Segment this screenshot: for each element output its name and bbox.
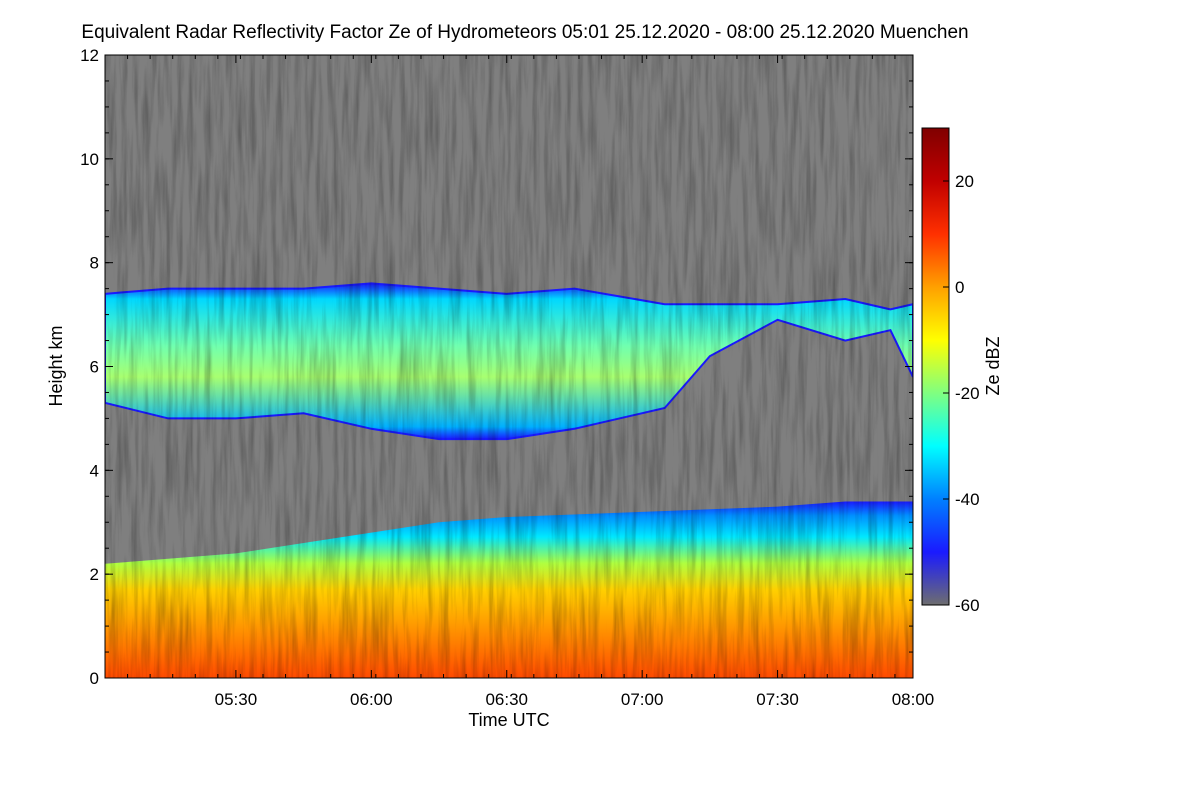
y-tick-label: 10	[80, 150, 99, 169]
y-tick-label: 6	[90, 358, 99, 377]
colorbar-ticks: 20 0 -20 -40 -60	[943, 172, 980, 615]
colorbar-tick-label: -60	[955, 596, 980, 615]
colorbar	[921, 127, 950, 606]
y-tick-label: 8	[90, 254, 99, 273]
y-axis-label: Height km	[46, 325, 66, 406]
colorbar-label: Ze dBZ	[983, 336, 1003, 395]
x-axis: 05:30 06:00 06:30 07:00 07:30 08:00	[104, 55, 935, 709]
y-tick-label: 12	[80, 46, 99, 65]
x-tick-label: 05:30	[215, 690, 258, 709]
y-tick-label: 2	[90, 565, 99, 584]
chart-title: Equivalent Radar Reflectivity Factor Ze …	[81, 22, 969, 43]
colorbar-tick-label: -40	[955, 490, 980, 509]
colorbar-tick-label: 0	[955, 278, 964, 297]
x-tick-label: 06:30	[485, 690, 528, 709]
x-tick-label: 07:00	[621, 690, 664, 709]
y-tick-label: 0	[90, 669, 99, 688]
x-tick-label: 08:00	[892, 690, 935, 709]
colorbar-tick-label: -20	[955, 384, 980, 403]
x-tick-label: 06:00	[350, 690, 393, 709]
y-tick-label: 4	[90, 461, 99, 480]
texture-overlay	[105, 55, 913, 678]
y-axis: 0 2 4 6 8 10 12	[80, 46, 913, 688]
x-axis-label: Time UTC	[468, 710, 549, 730]
x-tick-label: 07:30	[756, 690, 799, 709]
colorbar-tick-label: 20	[955, 172, 974, 191]
